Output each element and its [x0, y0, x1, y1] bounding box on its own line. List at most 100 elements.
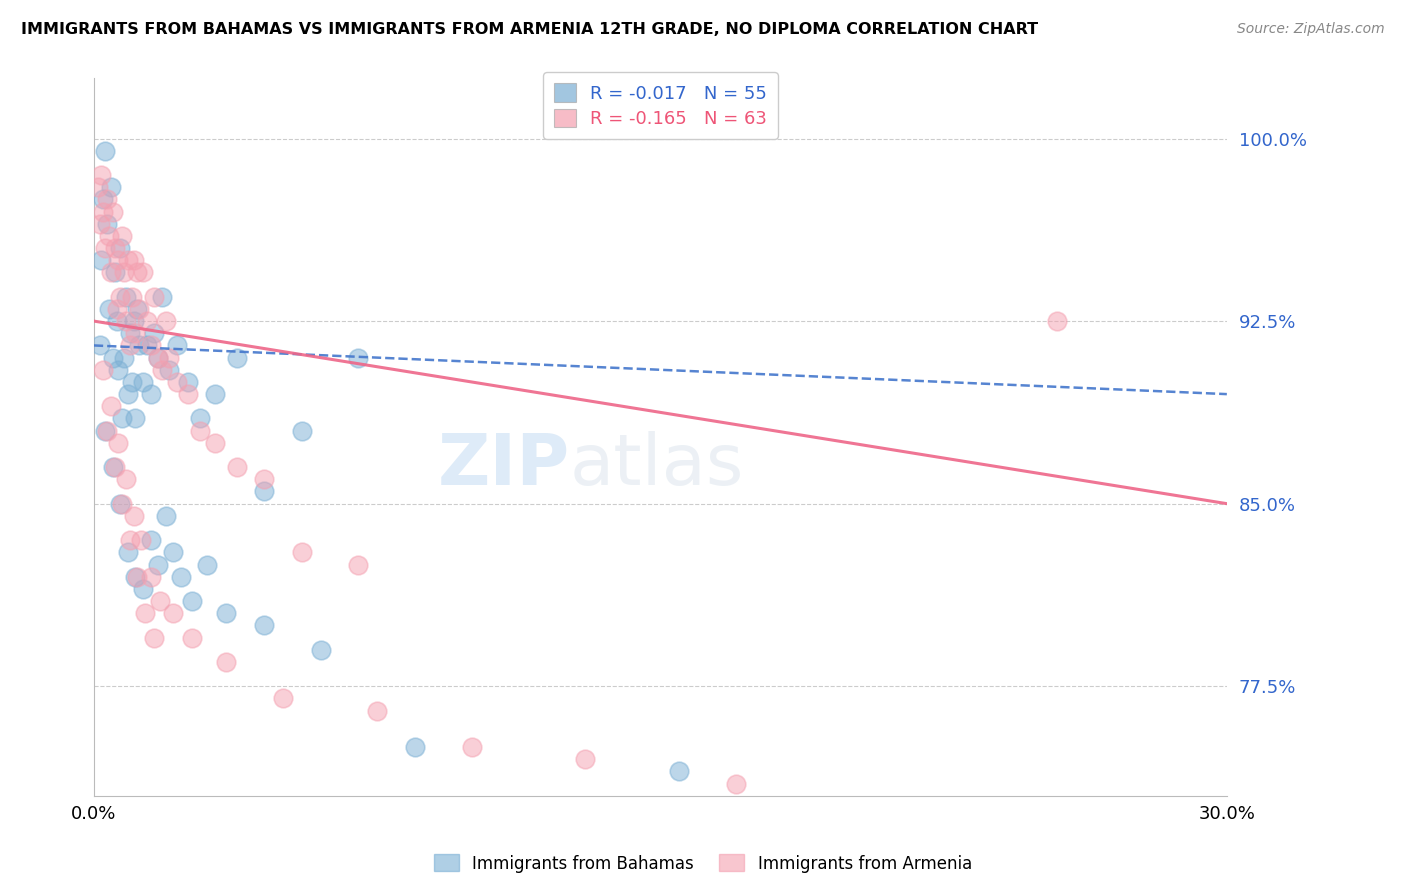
Point — [127, 301, 149, 316]
Point — [96, 217, 118, 231]
Point — [101, 460, 124, 475]
Point — [215, 606, 238, 620]
Point — [127, 570, 149, 584]
Point — [159, 351, 181, 365]
Point — [195, 558, 218, 572]
Point — [128, 301, 150, 316]
Point — [107, 363, 129, 377]
Point — [146, 558, 169, 572]
Point — [1046, 314, 1069, 328]
Legend: R = -0.017   N = 55, R = -0.165   N = 63: R = -0.017 N = 55, R = -0.165 N = 63 — [543, 72, 778, 139]
Point — [94, 424, 117, 438]
Text: ZIP: ZIP — [437, 431, 569, 500]
Point — [93, 193, 115, 207]
Text: IMMIGRANTS FROM BAHAMAS VS IMMIGRANTS FROM ARMENIA 12TH GRADE, NO DIPLOMA CORREL: IMMIGRANTS FROM BAHAMAS VS IMMIGRANTS FR… — [21, 22, 1038, 37]
Point — [150, 363, 173, 377]
Point — [124, 326, 146, 341]
Point — [226, 460, 249, 475]
Point — [149, 594, 172, 608]
Point — [121, 375, 143, 389]
Point — [111, 228, 134, 243]
Point — [155, 314, 177, 328]
Point — [204, 387, 226, 401]
Point — [162, 545, 184, 559]
Point — [112, 265, 135, 279]
Point — [143, 290, 166, 304]
Point — [89, 338, 111, 352]
Point — [135, 314, 157, 328]
Point — [127, 265, 149, 279]
Point — [253, 618, 276, 632]
Point — [135, 338, 157, 352]
Point — [86, 180, 108, 194]
Point — [150, 290, 173, 304]
Point — [128, 338, 150, 352]
Point — [104, 265, 127, 279]
Point — [404, 740, 426, 755]
Point — [253, 484, 276, 499]
Point — [181, 594, 204, 608]
Point — [143, 631, 166, 645]
Point — [105, 314, 128, 328]
Point — [347, 351, 370, 365]
Point — [132, 375, 155, 389]
Point — [104, 460, 127, 475]
Point — [90, 253, 112, 268]
Point — [115, 290, 138, 304]
Point — [146, 351, 169, 365]
Point — [101, 351, 124, 365]
Legend: Immigrants from Bahamas, Immigrants from Armenia: Immigrants from Bahamas, Immigrants from… — [427, 847, 979, 880]
Point — [291, 424, 314, 438]
Point — [129, 533, 152, 548]
Point — [110, 241, 132, 255]
Point — [100, 399, 122, 413]
Point — [122, 314, 145, 328]
Point — [177, 375, 200, 389]
Point — [93, 363, 115, 377]
Point — [366, 704, 388, 718]
Point — [117, 387, 139, 401]
Point — [146, 351, 169, 365]
Point — [204, 435, 226, 450]
Point — [105, 301, 128, 316]
Point — [118, 533, 141, 548]
Point — [724, 776, 747, 790]
Point — [115, 472, 138, 486]
Point — [159, 363, 181, 377]
Point — [574, 752, 596, 766]
Point — [309, 642, 332, 657]
Point — [94, 241, 117, 255]
Point — [143, 326, 166, 341]
Point — [139, 338, 162, 352]
Point — [89, 217, 111, 231]
Point — [111, 411, 134, 425]
Point — [104, 241, 127, 255]
Point — [124, 570, 146, 584]
Point — [215, 655, 238, 669]
Point — [226, 351, 249, 365]
Point — [110, 497, 132, 511]
Point — [110, 290, 132, 304]
Point — [188, 411, 211, 425]
Point — [93, 204, 115, 219]
Point — [107, 253, 129, 268]
Point — [112, 351, 135, 365]
Point — [170, 570, 193, 584]
Point — [134, 606, 156, 620]
Point — [94, 144, 117, 158]
Point — [166, 375, 188, 389]
Point — [177, 387, 200, 401]
Point — [188, 424, 211, 438]
Point — [100, 265, 122, 279]
Point — [111, 497, 134, 511]
Point — [122, 508, 145, 523]
Point — [124, 411, 146, 425]
Point — [291, 545, 314, 559]
Point — [155, 508, 177, 523]
Point — [166, 338, 188, 352]
Point — [118, 326, 141, 341]
Point — [347, 558, 370, 572]
Point — [96, 424, 118, 438]
Point — [118, 338, 141, 352]
Point — [121, 290, 143, 304]
